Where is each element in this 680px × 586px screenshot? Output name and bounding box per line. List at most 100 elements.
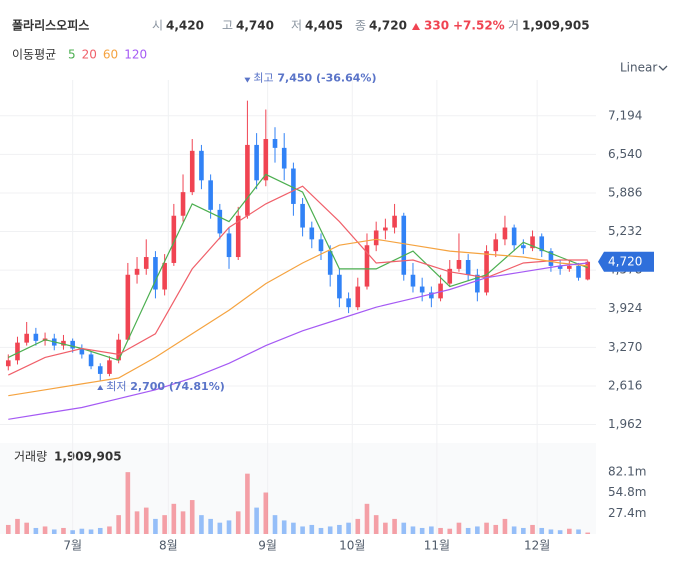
scale-mode[interactable]: Linear — [620, 61, 657, 75]
close-label: 종 — [355, 19, 366, 33]
volume-bar — [548, 529, 554, 534]
candle-body — [5, 360, 11, 367]
ma-label: 이동평균 — [12, 48, 56, 62]
candle-body — [24, 333, 29, 343]
annotation-text: 7,450 (-36.64%) — [277, 72, 376, 85]
candle-body — [337, 274, 342, 299]
candle-body — [539, 236, 545, 252]
ma-line — [8, 173, 588, 362]
candle-body — [392, 215, 397, 228]
volume-bar — [24, 522, 29, 534]
price-badge — [598, 251, 654, 272]
candle-body — [180, 192, 186, 216]
volume-bar — [300, 526, 305, 534]
candle-body — [438, 283, 443, 299]
y-tick-label: 6,540 — [608, 147, 642, 161]
up-arrow — [412, 23, 420, 30]
volume-bar — [567, 528, 572, 534]
candle-body — [548, 251, 554, 266]
candle-body — [456, 260, 462, 269]
annotation-arrow — [244, 77, 251, 83]
candle-body — [134, 268, 140, 275]
candle-body — [576, 265, 581, 278]
volume-value: 1,909,905 — [522, 19, 590, 33]
volume-bar — [585, 532, 591, 534]
volume-bar — [199, 515, 204, 534]
candle-body — [383, 227, 388, 231]
dropdown-icon[interactable] — [658, 65, 668, 71]
volume-bar — [456, 522, 462, 534]
candle-body — [88, 354, 94, 367]
volume-bar — [511, 526, 517, 534]
candle-body — [291, 168, 296, 204]
volume-bar — [5, 524, 11, 534]
volume-bar — [429, 526, 434, 534]
candle-body — [162, 262, 167, 290]
y-tick-label: 3,270 — [608, 340, 642, 354]
candle-body — [401, 215, 407, 275]
change-pct: +7.52% — [453, 19, 505, 33]
x-tick-label: 10월 — [339, 539, 365, 553]
low-value: 4,405 — [305, 19, 343, 33]
candle-body — [33, 333, 39, 341]
volume-bar — [410, 526, 416, 534]
volume-bar — [107, 526, 112, 534]
candle-body — [585, 261, 591, 280]
volume-bar — [97, 527, 103, 534]
volume-bar — [263, 492, 269, 534]
volume-bar — [438, 527, 443, 534]
volume-bar — [465, 527, 471, 534]
legend-entry: 5 — [68, 48, 76, 62]
legend-entry: 60 — [103, 48, 118, 62]
annotation-text: 2,700 (74.81%) — [130, 380, 225, 393]
volume-tick-label: 54.8m — [608, 485, 646, 499]
volume-pane — [0, 443, 596, 534]
ma-line — [8, 238, 588, 397]
candle-body — [419, 286, 425, 293]
volume-title-value: 1,909,905 — [54, 450, 122, 464]
volume-bar — [281, 520, 287, 534]
volume-bar — [392, 518, 397, 534]
volume-bar — [162, 515, 167, 534]
y-tick-label: 7,194 — [608, 108, 642, 122]
volume-bar — [539, 527, 545, 534]
candle-body — [226, 233, 232, 258]
candle-body — [235, 215, 241, 258]
candle-body — [502, 227, 508, 240]
volume-bar — [125, 472, 131, 534]
ma-line — [8, 185, 588, 376]
candle-body — [355, 286, 361, 308]
candle-body — [79, 348, 85, 355]
volume-bar — [217, 522, 223, 534]
volume-label: 거 — [508, 19, 519, 33]
volume-bar — [245, 473, 250, 534]
volume-bar — [337, 524, 342, 534]
candle-body — [70, 340, 75, 349]
volume-bar — [171, 503, 177, 534]
candle-body — [208, 180, 213, 210]
candle-body — [61, 340, 66, 346]
candle-body — [263, 139, 269, 181]
candle-body — [429, 292, 434, 299]
candle-body — [557, 265, 563, 269]
candle-body — [15, 342, 20, 361]
y-tick-label: 5,886 — [608, 185, 642, 199]
volume-bar — [318, 527, 324, 534]
candle-body — [484, 251, 489, 293]
candle-body — [153, 257, 158, 290]
volume-bar — [576, 529, 581, 534]
candle-body — [327, 251, 333, 275]
annotation-prefix: 최저 — [106, 380, 126, 393]
volume-title: 거래량 — [14, 450, 47, 464]
volume-bar — [42, 526, 48, 534]
volume-bar — [557, 530, 563, 534]
candle-body — [245, 144, 250, 216]
candle-body — [281, 147, 287, 169]
volume-bar — [419, 527, 425, 534]
volume-bar — [327, 526, 333, 534]
candle-body — [254, 144, 259, 181]
x-tick-label: 12월 — [524, 539, 550, 553]
y-tick-label: 3,924 — [608, 301, 642, 315]
volume-bar — [88, 529, 94, 534]
